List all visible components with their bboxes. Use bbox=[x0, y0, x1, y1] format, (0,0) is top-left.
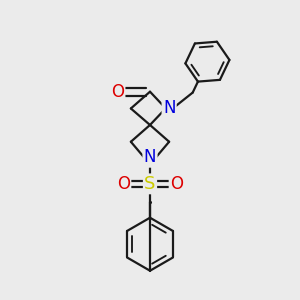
Text: O: O bbox=[117, 175, 130, 193]
Text: N: N bbox=[144, 148, 156, 166]
Text: O: O bbox=[170, 175, 183, 193]
Text: O: O bbox=[111, 83, 124, 101]
Text: N: N bbox=[163, 100, 175, 118]
Text: S: S bbox=[144, 175, 156, 193]
